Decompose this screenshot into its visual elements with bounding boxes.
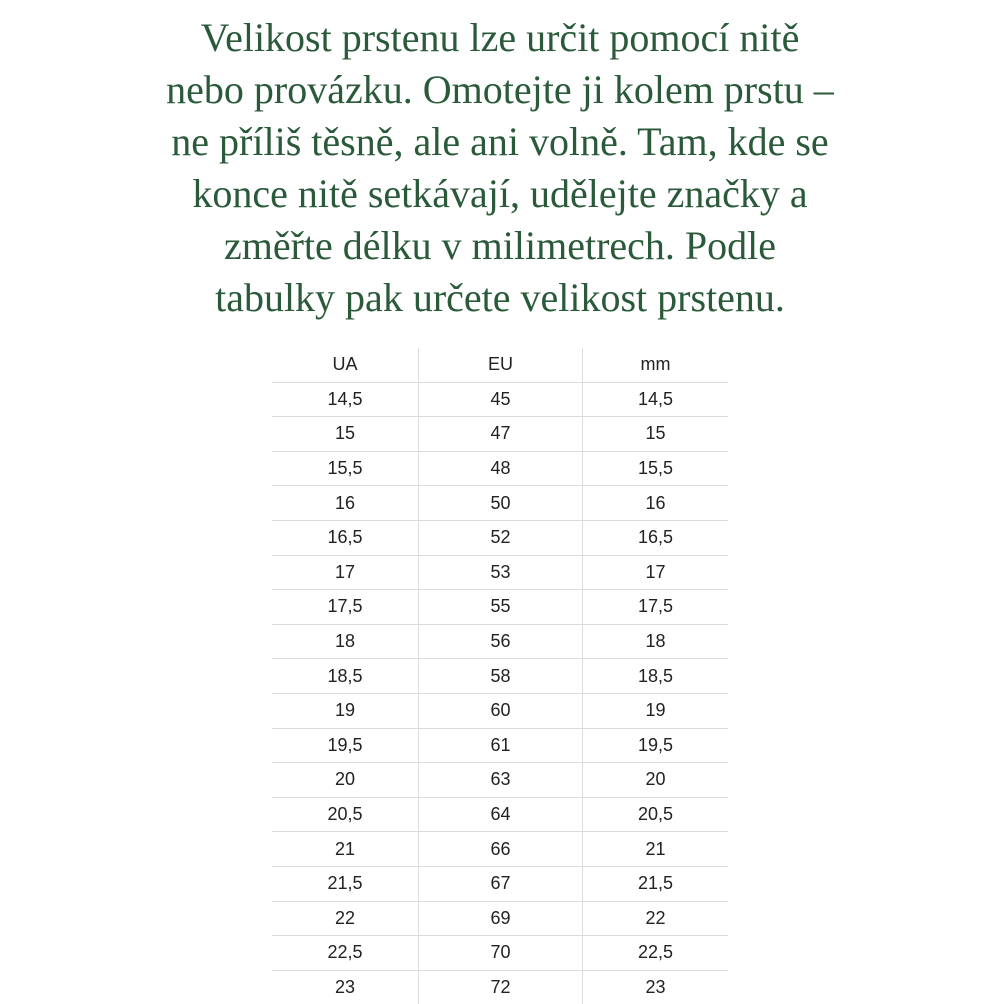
- cell-ua: 15,5: [272, 451, 419, 487]
- cell-ua: 14,5: [272, 382, 419, 418]
- cell-ua: 22: [272, 901, 419, 937]
- intro-line: nebo provázku. Omotejte ji kolem prstu –: [166, 67, 834, 112]
- table-row: 17,5 55 17,5: [272, 589, 728, 625]
- table-row: 22,5 70 22,5: [272, 935, 728, 971]
- column-header-mm: mm: [582, 348, 728, 383]
- table-row: 15 47 15: [272, 416, 728, 452]
- intro-line: tabulky pak určete velikost prstenu.: [215, 275, 785, 320]
- table-row: 17 53 17: [272, 555, 728, 591]
- cell-eu: 58: [418, 658, 583, 694]
- cell-ua: 18: [272, 624, 419, 660]
- ring-size-table: UA EU mm 14,5 45 14,5 15 47 15 15,5 48 15,5 16 50 16 1…: [272, 348, 728, 1004]
- cell-eu: 72: [418, 970, 583, 1004]
- cell-mm: 18,5: [582, 658, 728, 694]
- intro-line: Velikost prstenu lze určit pomocí nitě: [200, 15, 800, 60]
- cell-mm: 14,5: [582, 382, 728, 418]
- cell-mm: 19,5: [582, 728, 728, 764]
- cell-ua: 23: [272, 970, 419, 1004]
- table-row: 21 66 21: [272, 831, 728, 867]
- cell-mm: 20: [582, 762, 728, 798]
- column-header-eu: EU: [418, 348, 583, 383]
- cell-eu: 56: [418, 624, 583, 660]
- cell-eu: 70: [418, 935, 583, 971]
- table-row: 22 69 22: [272, 901, 728, 937]
- cell-ua: 20,5: [272, 797, 419, 833]
- cell-ua: 21,5: [272, 866, 419, 902]
- cell-eu: 66: [418, 831, 583, 867]
- cell-eu: 64: [418, 797, 583, 833]
- cell-mm: 18: [582, 624, 728, 660]
- cell-ua: 20: [272, 762, 419, 798]
- cell-ua: 17: [272, 555, 419, 591]
- cell-eu: 63: [418, 762, 583, 798]
- cell-mm: 21: [582, 831, 728, 867]
- intro-line: ne příliš těsně, ale ani volně. Tam, kde…: [171, 119, 829, 164]
- column-header-ua: UA: [272, 348, 419, 383]
- cell-eu: 55: [418, 589, 583, 625]
- cell-eu: 47: [418, 416, 583, 452]
- table-row: 20,5 64 20,5: [272, 797, 728, 833]
- table-row: 16 50 16: [272, 485, 728, 521]
- cell-mm: 16,5: [582, 520, 728, 556]
- cell-eu: 48: [418, 451, 583, 487]
- table-row: 18 56 18: [272, 624, 728, 660]
- intro-paragraph: Velikost prstenu lze určit pomocí nitě ne…: [0, 12, 1000, 324]
- table-row: 21,5 67 21,5: [272, 866, 728, 902]
- cell-eu: 67: [418, 866, 583, 902]
- table-row: 16,5 52 16,5: [272, 520, 728, 556]
- table-row: 23 72 23: [272, 970, 728, 1004]
- cell-ua: 19: [272, 693, 419, 729]
- cell-ua: 15: [272, 416, 419, 452]
- cell-mm: 21,5: [582, 866, 728, 902]
- cell-ua: 19,5: [272, 728, 419, 764]
- cell-eu: 60: [418, 693, 583, 729]
- cell-mm: 16: [582, 485, 728, 521]
- cell-ua: 18,5: [272, 658, 419, 694]
- cell-ua: 22,5: [272, 935, 419, 971]
- table-row: 19,5 61 19,5: [272, 728, 728, 764]
- cell-mm: 17: [582, 555, 728, 591]
- table-row: 14,5 45 14,5: [272, 382, 728, 418]
- cell-ua: 16,5: [272, 520, 419, 556]
- cell-mm: 19: [582, 693, 728, 729]
- table-row: 19 60 19: [272, 693, 728, 729]
- intro-line: konce nitě setkávají, udělejte značky a: [192, 171, 808, 216]
- table-header-row: UA EU mm: [272, 348, 728, 383]
- cell-eu: 50: [418, 485, 583, 521]
- cell-mm: 23: [645, 976, 666, 997]
- cell-eu: 69: [418, 901, 583, 937]
- cell-eu: 53: [418, 555, 583, 591]
- cell-ua: 17,5: [272, 589, 419, 625]
- intro-line: změřte délku v milimetrech. Podle: [223, 223, 777, 268]
- cell-mm: 15: [582, 416, 728, 452]
- cell-mm: 15,5: [582, 451, 728, 487]
- cell-ua: 16: [272, 485, 419, 521]
- table-row: 18,5 58 18,5: [272, 658, 728, 694]
- cell-ua: 21: [272, 831, 419, 867]
- cell-mm: 22: [582, 901, 728, 937]
- table-row: 15,5 48 15,5: [272, 451, 728, 487]
- cell-eu: 52: [418, 520, 583, 556]
- cell-eu: 45: [418, 382, 583, 418]
- cell-mm: 20,5: [582, 797, 728, 833]
- table-row: 20 63 20: [272, 762, 728, 798]
- cell-mm: 17,5: [582, 589, 728, 625]
- cell-mm: 22,5: [582, 935, 728, 971]
- cell-eu: 61: [418, 728, 583, 764]
